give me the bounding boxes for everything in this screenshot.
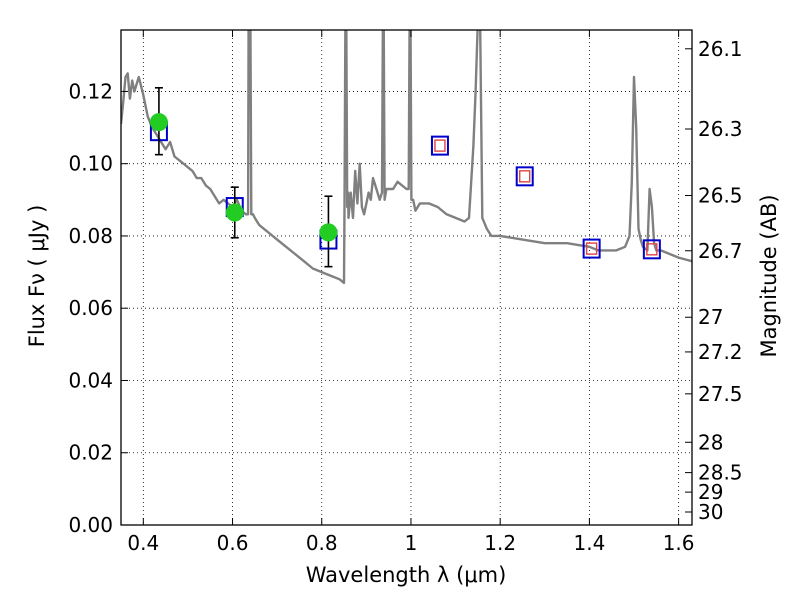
predicted-band-square xyxy=(642,239,661,260)
right-tick-label: 27 xyxy=(698,305,723,329)
y-tick-label: 0.10 xyxy=(68,152,113,176)
y-axis-label: Flux Fν ( μJy ) xyxy=(25,205,49,348)
right-tick-label: 26.3 xyxy=(698,117,743,141)
right-axis-label: Magnitude (AB) xyxy=(757,194,781,357)
template-spectrum-line xyxy=(121,30,692,285)
right-tick-label: 29 xyxy=(698,480,723,504)
y-tick-label: 0.12 xyxy=(68,79,113,103)
predicted-band-square xyxy=(515,166,534,187)
predicted-band-square xyxy=(582,238,601,259)
y-tick-label: 0.06 xyxy=(68,296,113,320)
x-tick-label: 0.4 xyxy=(127,531,159,555)
x-tick-label: 1 xyxy=(405,531,418,555)
predicted-band-inner-square xyxy=(519,170,531,183)
data-layer xyxy=(121,30,692,285)
x-axis-label: Wavelength λ (μm) xyxy=(306,563,507,587)
right-tick-label: 27.5 xyxy=(698,382,743,406)
right-tick-label: 28.5 xyxy=(698,461,743,485)
predicted-band-inner-square xyxy=(585,242,598,255)
marker-layer xyxy=(149,87,661,268)
y-tick-label: 0.04 xyxy=(68,368,113,392)
observed-data-point xyxy=(149,113,168,132)
x-tick-label: 1.4 xyxy=(573,531,605,555)
observed-data-point xyxy=(225,203,244,222)
x-tick-label: 1.6 xyxy=(663,531,695,555)
x-tick-label: 0.6 xyxy=(217,531,249,555)
x-tick-label: 1.2 xyxy=(484,531,516,555)
axis-layer: 0.4 0.6 0.8 1 1.2 1.4 1.6 0.00 0.02 0.04 0.06 0.08 0… xyxy=(68,30,743,555)
y-tick-label: 0.02 xyxy=(68,441,113,465)
right-tick-label: 30 xyxy=(698,500,723,524)
x-tick-label: 0.8 xyxy=(306,531,338,555)
y-tick-label: 0.08 xyxy=(68,224,113,248)
right-tick-label: 28 xyxy=(698,430,723,454)
y-tick-label: 0.00 xyxy=(68,513,113,537)
right-tick-label: 27.2 xyxy=(698,340,743,364)
right-tick-label: 26.1 xyxy=(698,37,743,61)
predicted-band-inner-square xyxy=(434,139,446,152)
right-tick-label: 26.7 xyxy=(698,239,743,263)
right-tick-label: 26.5 xyxy=(698,183,743,207)
observed-data-point xyxy=(319,223,338,242)
plot-frame xyxy=(120,29,693,526)
grid-layer xyxy=(121,30,692,526)
predicted-band-inner-square xyxy=(646,243,658,256)
predicted-band-square xyxy=(430,135,449,156)
